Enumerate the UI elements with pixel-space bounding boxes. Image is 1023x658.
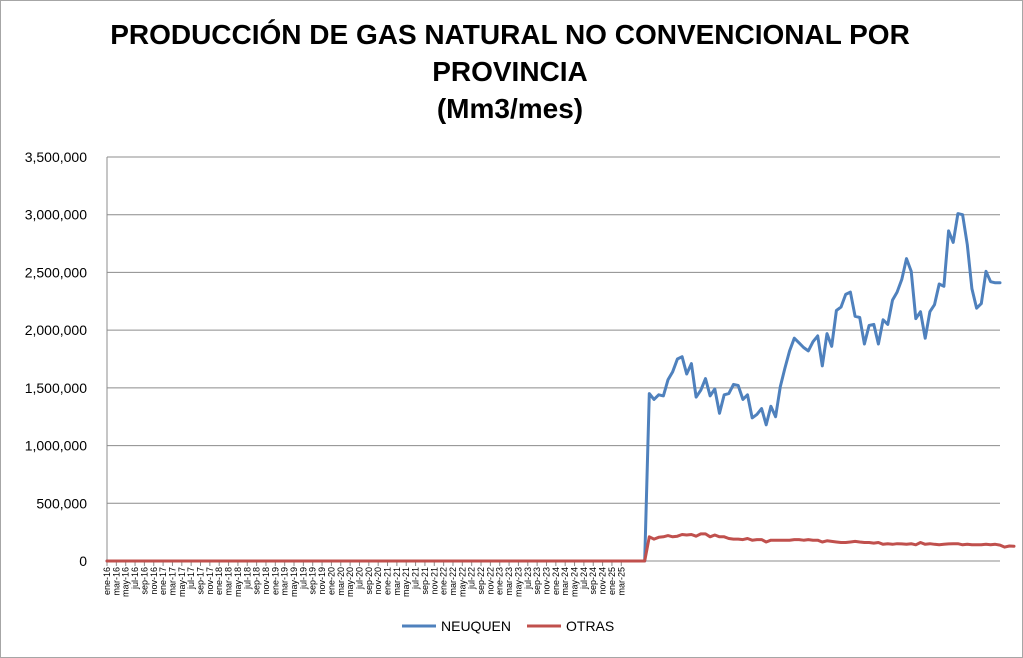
x-tick-label: sep-19 — [308, 567, 318, 595]
y-tick-label: 3,500,000 — [25, 149, 87, 165]
x-tick-label: sep-24 — [588, 567, 598, 595]
x-tick-label: jul-22 — [467, 567, 477, 590]
x-tick-label: ene-17 — [158, 567, 168, 595]
x-tick-label: mar-21 — [392, 567, 402, 596]
x-tick-label: may-21 — [401, 567, 411, 597]
x-tick-label: ene-25 — [607, 567, 617, 595]
x-tick-label: mar-20 — [336, 567, 346, 596]
x-tick-label: may-17 — [177, 567, 187, 597]
x-tick-label: ene-19 — [270, 567, 280, 595]
x-tick-label: may-16 — [121, 567, 131, 597]
x-tick-label: ene-22 — [439, 567, 449, 595]
x-tick-label: sep-21 — [420, 567, 430, 595]
x-tick-label: ene-21 — [383, 567, 393, 595]
x-tick-label: ene-18 — [214, 567, 224, 595]
x-tick-label: mar-23 — [504, 567, 514, 596]
x-tick-label: mar-19 — [280, 567, 290, 596]
y-tick-label: 1,500,000 — [25, 380, 87, 396]
y-tick-label: 2,000,000 — [25, 322, 87, 338]
x-tick-label: jul-18 — [242, 567, 252, 590]
x-tick-label: nov-21 — [429, 567, 439, 595]
x-tick-label: mar-24 — [560, 567, 570, 596]
x-tick-label: jul-17 — [186, 567, 196, 590]
legend-label-neuquen: NEUQUEN — [441, 618, 511, 634]
x-tick-label: ene-23 — [495, 567, 505, 595]
x-tick-label: mar-18 — [224, 567, 234, 596]
y-tick-label: 0 — [79, 553, 87, 569]
x-tick-label: sep-18 — [252, 567, 262, 595]
x-tick-label: nov-24 — [598, 567, 608, 595]
series-line-otras — [105, 532, 1016, 563]
x-tick-label: sep-17 — [196, 567, 206, 595]
chart-title-line-3: (Mm3/mes) — [436, 93, 584, 124]
x-tick-label: may-24 — [570, 567, 580, 597]
chart-title-line-1: PRODUCCIÓN DE GAS NATURAL NO CONVENCIONA… — [110, 19, 910, 50]
x-tick-label: mar-16 — [111, 567, 121, 596]
y-tick-label: 1,000,000 — [25, 438, 87, 454]
x-tick-label: may-23 — [513, 567, 523, 597]
x-tick-label: ene-16 — [102, 567, 112, 595]
x-tick-label: mar-25 — [616, 567, 626, 596]
x-tick-label: nov-18 — [261, 567, 271, 595]
x-tick-label: may-22 — [457, 567, 467, 597]
x-tick-label: may-18 — [233, 567, 243, 597]
x-tick-label: nov-22 — [485, 567, 495, 595]
x-tick-label: may-19 — [289, 567, 299, 597]
x-tick-label: ene-24 — [551, 567, 561, 595]
x-tick-label: nov-16 — [149, 567, 159, 595]
x-tick-label: jul-24 — [579, 567, 589, 590]
series-line-neuquen — [105, 212, 1002, 563]
y-tick-label: 500,000 — [36, 495, 87, 511]
x-tick-label: jul-16 — [130, 567, 140, 590]
x-tick-label: nov-20 — [373, 567, 383, 595]
x-tick-label: ene-20 — [326, 567, 336, 595]
x-tick-label: mar-22 — [448, 567, 458, 596]
x-tick-label: nov-23 — [541, 567, 551, 595]
y-tick-label: 2,500,000 — [25, 264, 87, 280]
x-tick-label: sep-20 — [364, 567, 374, 595]
x-tick-label: mar-17 — [167, 567, 177, 596]
y-tick-label: 3,000,000 — [25, 207, 87, 223]
x-tick-label: jul-19 — [298, 567, 308, 590]
chart-title: PRODUCCIÓN DE GAS NATURAL NO CONVENCIONA… — [60, 16, 960, 127]
x-tick-label: jul-21 — [411, 567, 421, 590]
x-tick-label: sep-22 — [476, 567, 486, 595]
x-tick-label: jul-23 — [523, 567, 533, 590]
x-tick-label: sep-23 — [532, 567, 542, 595]
x-tick-label: sep-16 — [139, 567, 149, 595]
x-tick-label: nov-19 — [317, 567, 327, 595]
legend-label-otras: OTRAS — [566, 618, 614, 634]
chart-title-line-2: PROVINCIA — [432, 56, 588, 87]
x-tick-label: jul-20 — [354, 567, 364, 590]
x-tick-label: may-20 — [345, 567, 355, 597]
x-tick-label: nov-17 — [205, 567, 215, 595]
